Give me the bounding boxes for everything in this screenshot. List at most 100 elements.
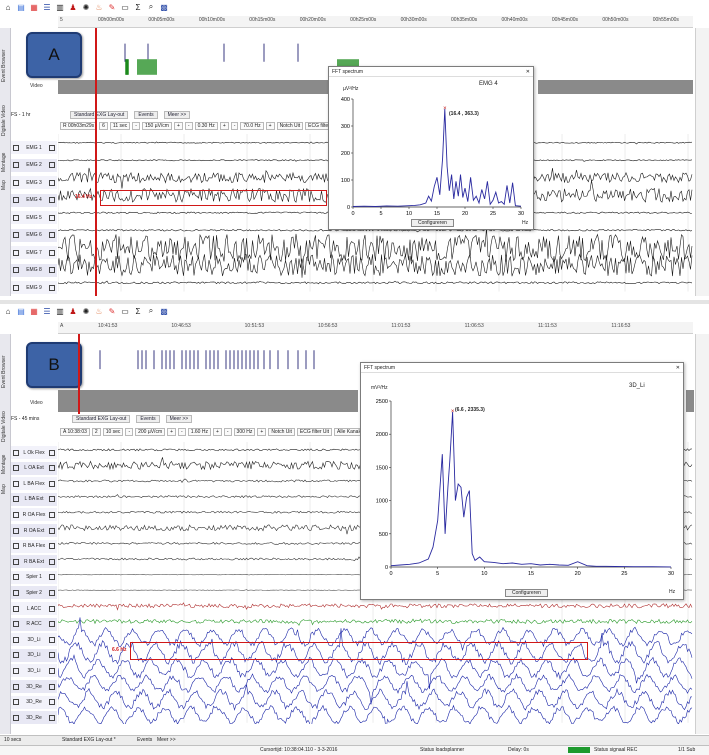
tab-layout[interactable]: Standard EXG Lay-out (72, 415, 131, 423)
channel-toggle[interactable] (49, 465, 55, 472)
channel-label[interactable]: EMG 6 (11, 228, 57, 242)
pen-icon[interactable]: ✎ (108, 306, 116, 316)
channel-label[interactable]: Spier 2 (11, 586, 57, 600)
control-item[interactable]: ECG filter Uit (296, 427, 333, 436)
channel-toggle[interactable] (49, 636, 55, 643)
control-item[interactable]: Notch Uit (276, 121, 304, 130)
channel-checkbox[interactable] (13, 496, 19, 503)
video-track[interactable] (58, 390, 358, 412)
channel-toggle[interactable] (49, 527, 55, 534)
channel-checkbox[interactable] (13, 667, 19, 674)
channel-toggle[interactable] (49, 214, 55, 221)
channel-label[interactable]: Spier 1 (11, 570, 57, 584)
channel-label[interactable]: 3D_Re (11, 695, 57, 709)
channel-label[interactable]: EMG 2 (11, 158, 57, 172)
channel-toggle[interactable] (49, 652, 55, 659)
channel-checkbox[interactable] (13, 714, 19, 721)
channel-label[interactable]: EMG 1 (11, 141, 57, 154)
control-item[interactable]: 10 sec (102, 427, 124, 436)
cursor-line[interactable] (95, 28, 97, 296)
channel-checkbox[interactable] (13, 162, 19, 168)
tab-events-bottom[interactable]: Events (137, 737, 153, 743)
channel-checkbox[interactable] (13, 284, 19, 291)
close-icon[interactable]: ✕ (675, 364, 680, 371)
channel-checkbox[interactable] (13, 636, 19, 643)
channel-toggle[interactable] (49, 558, 55, 565)
control-item[interactable]: 6 (99, 121, 108, 130)
control-item[interactable]: 0.30 Hz (194, 121, 218, 130)
video-track[interactable] (58, 80, 328, 94)
control-item[interactable]: - (178, 427, 186, 436)
channel-label[interactable]: L BA Ext (11, 492, 57, 506)
tab-digital-video[interactable]: Digitale Video (1, 105, 7, 136)
channel-toggle[interactable] (49, 511, 55, 518)
channel-label[interactable]: R ACC (11, 617, 57, 631)
tab-montage[interactable]: Montage (1, 454, 7, 474)
clipboard-icon[interactable]: ▭ (121, 306, 129, 316)
channel-toggle[interactable] (49, 249, 55, 256)
tab-more[interactable]: Meer >> (165, 415, 193, 423)
channel-checkbox[interactable] (13, 267, 19, 273)
channel-checkbox[interactable] (13, 605, 19, 612)
channel-toggle[interactable] (49, 574, 55, 581)
control-item[interactable]: 2 (91, 427, 101, 436)
channel-toggle[interactable] (49, 621, 55, 628)
control-item[interactable]: 300 Hz (233, 427, 256, 436)
channel-checkbox[interactable] (13, 511, 19, 518)
channel-label[interactable]: L OA Ext (11, 461, 57, 475)
fft-title-bar[interactable]: FFT spectrum ✕ (329, 67, 533, 77)
control-item[interactable]: 1.60 Hz (187, 427, 211, 436)
network-icon[interactable]: ✺ (82, 2, 90, 12)
channel-label[interactable]: L Ok Flex (11, 446, 57, 459)
video-track-right[interactable] (538, 80, 693, 94)
channel-label[interactable]: R BA Flex (11, 539, 57, 553)
scrollbar-b[interactable] (695, 334, 709, 734)
channel-toggle[interactable] (49, 589, 55, 596)
channel-label[interactable]: R BA Ext (11, 555, 57, 569)
channel-label[interactable]: R OA Flex (11, 508, 57, 522)
tab-digital-video[interactable]: Digitale Video (1, 411, 7, 442)
control-item[interactable]: R 00h03m29s (60, 121, 98, 130)
tab-layout[interactable]: Standard EXG Lay-out (70, 111, 129, 119)
channel-checkbox[interactable] (13, 449, 19, 456)
control-item[interactable]: - (184, 121, 193, 130)
channel-toggle[interactable] (49, 714, 55, 721)
selection-marker[interactable] (100, 190, 327, 206)
list-icon[interactable]: ☰ (43, 2, 51, 12)
close-icon[interactable]: ✕ (525, 68, 530, 75)
channel-label[interactable]: L ACC (11, 602, 57, 615)
channel-toggle[interactable] (49, 144, 55, 151)
home-icon[interactable]: ⌂ (5, 306, 11, 316)
tab-events[interactable]: Events (136, 415, 160, 423)
channel-checkbox[interactable] (13, 558, 19, 565)
channel-label[interactable]: L BA Flex (11, 477, 57, 491)
channel-toggle[interactable] (49, 699, 55, 706)
channel-label[interactable]: 3D_Re (11, 711, 57, 725)
channel-toggle[interactable] (49, 480, 55, 487)
control-item[interactable]: - (132, 121, 140, 130)
control-item[interactable]: 200 µV/cm (135, 427, 166, 436)
channel-label[interactable]: EMG 5 (11, 211, 57, 224)
person-icon[interactable]: ♟ (69, 2, 77, 12)
scrollbar-a[interactable] (695, 28, 709, 296)
tab-more[interactable]: Meer >> (163, 111, 191, 119)
montage-icon[interactable]: ▦ (30, 306, 38, 316)
control-item[interactable]: - (223, 427, 232, 436)
channel-checkbox[interactable] (13, 652, 19, 659)
control-item[interactable]: + (167, 427, 177, 436)
channel-label[interactable]: 3D_Li (11, 664, 57, 678)
channel-toggle[interactable] (49, 179, 55, 186)
channel-checkbox[interactable] (13, 480, 19, 487)
control-item[interactable]: Notch Uit (268, 427, 295, 436)
zoom-icon[interactable]: ⌕ (148, 306, 154, 315)
sigma-icon[interactable]: Σ (135, 2, 141, 12)
cursor-line[interactable] (78, 334, 80, 414)
channel-checkbox[interactable] (13, 574, 19, 581)
channel-toggle[interactable] (49, 683, 55, 690)
channel-checkbox[interactable] (13, 527, 19, 534)
channel-checkbox[interactable] (13, 683, 19, 690)
event-markers-b[interactable] (58, 334, 693, 388)
fft-title-bar[interactable]: FFT spectrum ✕ (361, 363, 683, 373)
channel-checkbox[interactable] (13, 589, 19, 596)
zoom-level[interactable]: 10 secs (4, 737, 22, 743)
